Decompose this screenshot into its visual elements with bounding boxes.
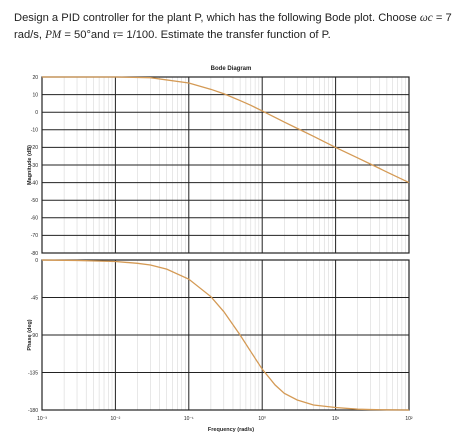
pm-symbol: PM: [45, 29, 62, 41]
y-tick-label: 0: [35, 258, 38, 264]
y-tick-label: -45: [31, 295, 38, 301]
y-axis-label: Phase (deg): [27, 319, 33, 350]
x-tick-label: 10⁰: [258, 416, 266, 422]
y-tick-label: -60: [31, 216, 38, 222]
y-tick-label: -135: [28, 370, 38, 376]
y-tick-label: -90: [31, 333, 38, 339]
x-tick-label: 10⁻¹: [184, 416, 194, 422]
tau-symbol: τ: [112, 29, 117, 41]
y-tick-label: -30: [31, 163, 38, 169]
phase-panel: 0 -45 -90 -135 -180 Phase (deg): [27, 258, 410, 414]
plot-frame: [41, 259, 410, 411]
y-tick-label: -50: [31, 198, 38, 204]
y-tick-label: 10: [32, 92, 38, 98]
x-tick-label: 10⁻³: [37, 416, 47, 422]
y-tick-label: -80: [31, 251, 38, 257]
question-text: Design a PID controller for the plant P,…: [14, 10, 464, 44]
y-tick-label: -40: [31, 180, 38, 186]
x-tick-label: 10¹: [332, 416, 340, 422]
x-tick-label: 10²: [405, 416, 413, 422]
magnitude-curve: [42, 76, 410, 184]
x-axis-label: Frequency (rad/s): [208, 427, 254, 433]
y-tick-label: 0: [35, 110, 38, 116]
phase-curve: [41, 259, 410, 411]
y-tick-label: -10: [31, 128, 38, 134]
x-tick-label: 10⁻²: [110, 416, 120, 422]
y-axis-label: Magnitude (dB): [27, 145, 33, 185]
chart-title: Bode Diagram: [211, 66, 252, 72]
plot-frame: [41, 76, 410, 254]
question-part2: = 7 rad/s,: [14, 12, 452, 41]
y-tick-label: -20: [31, 145, 38, 151]
y-tick-label: -70: [31, 233, 38, 239]
question-part4: = 1/100. Estimate the transfer function …: [116, 29, 331, 41]
x-tick-labels: 10⁻³ 10⁻² 10⁻¹ 10⁰ 10¹ 10²: [37, 416, 413, 422]
y-tick-label: 20: [32, 75, 38, 81]
omega-c-symbol: ωc: [419, 12, 433, 24]
question-part1: Design a PID controller for the plant P,…: [14, 12, 420, 24]
question-part3: = 50°and: [61, 29, 113, 41]
magnitude-panel: 20 10 0 -10 -20 -30 -40 -50 -60 -70 -80 Magnitude (…: [27, 75, 410, 257]
y-tick-label: -180: [28, 408, 38, 414]
